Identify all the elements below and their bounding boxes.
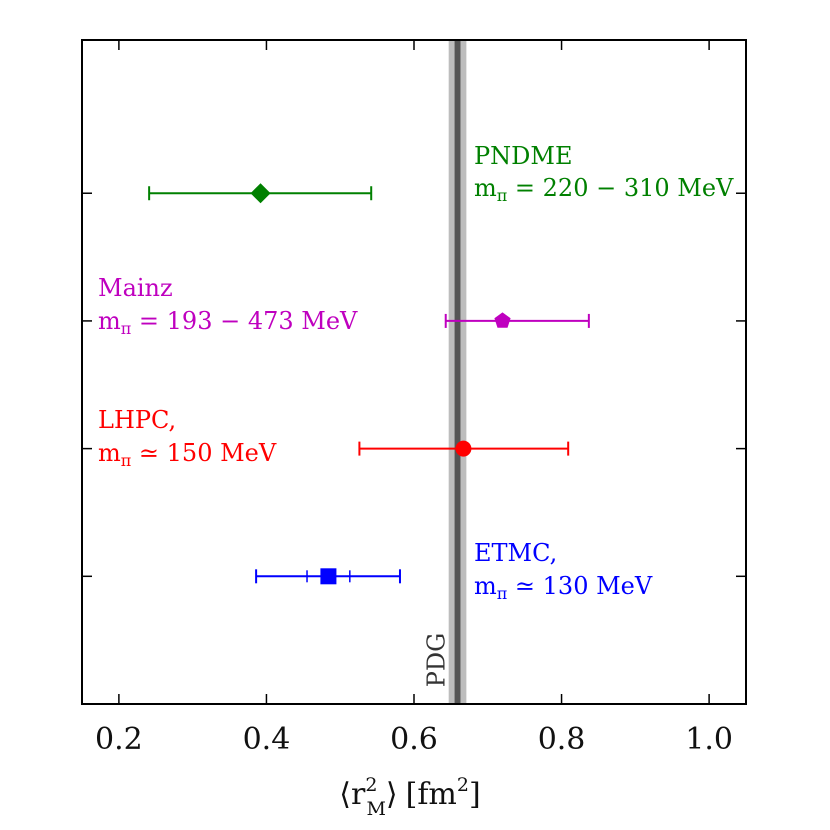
mainz-label: Mainz — [98, 274, 173, 302]
pi-subscript: π — [497, 186, 508, 205]
x-tick-label: 0.4 — [243, 722, 291, 757]
pi-subscript: π — [121, 319, 132, 338]
pndme-label: PNDME — [474, 142, 572, 170]
lhpc-circle-marker — [455, 440, 472, 457]
mainz-pentagon-marker — [494, 312, 511, 328]
x-tick-label: 0.6 — [390, 722, 438, 757]
pdg-band-label: PDG — [423, 633, 451, 688]
y-axis — [82, 192, 746, 578]
series-pndme: PNDME mπ = 220 − 310 MeV — [148, 142, 734, 205]
series-lhpc: LHPC, mπ ≃ 150 MeV — [98, 406, 570, 470]
pi-subscript: π — [121, 451, 132, 470]
x-tick-label: 1.0 — [685, 722, 733, 757]
series-mainz: Mainz mπ = 193 − 473 MeV — [98, 274, 590, 338]
pdg-band-inner — [454, 40, 461, 704]
series-etmc: ETMC, mπ ≃ 130 MeV — [255, 539, 653, 603]
x-axis-title: ⟨r2 M⟩ [fm2] — [339, 774, 480, 820]
x-tick-label: 0.8 — [538, 722, 586, 757]
etmc-label: ETMC, — [474, 539, 557, 567]
plot-frame — [81, 39, 747, 705]
lhpc-label: LHPC, — [98, 406, 176, 434]
pi-subscript: π — [497, 584, 508, 603]
x-tick-label: 0.2 — [95, 722, 143, 757]
pndme-diamond-marker — [250, 183, 271, 204]
pndme-pion-mass: mπ = 220 − 310 MeV — [474, 174, 734, 205]
x-axis: 0.2 0.4 0.6 0.8 1.0 — [95, 40, 733, 757]
mainz-pion-mass: mπ = 193 − 473 MeV — [98, 307, 358, 338]
lhpc-pion-mass: mπ ≃ 150 MeV — [98, 439, 277, 470]
etmc-square-marker — [320, 568, 337, 585]
etmc-pion-mass: mπ ≃ 130 MeV — [474, 572, 653, 603]
